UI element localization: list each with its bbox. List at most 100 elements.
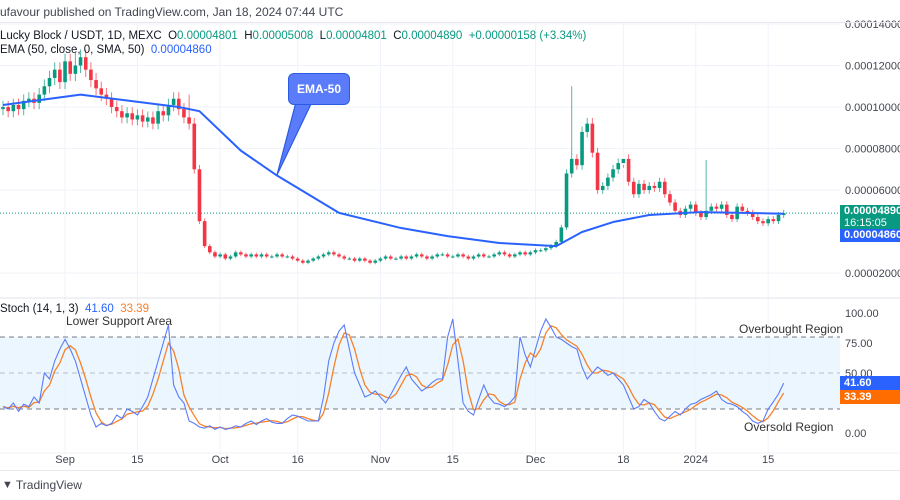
candle: [52, 62, 57, 86]
candle: [42, 79, 47, 102]
candle-body: [776, 214, 781, 222]
candle-body: [688, 204, 693, 209]
candle: [120, 105, 124, 124]
candle-body: [419, 254, 424, 257]
candle: [766, 216, 770, 227]
candle-body: [378, 258, 383, 261]
candle-body: [518, 252, 522, 255]
candle: [482, 252, 486, 259]
candle: [626, 154, 631, 186]
candle-body: [52, 69, 57, 78]
candle-body: [709, 206, 714, 211]
candle-body: [125, 113, 129, 118]
candle: [311, 256, 315, 263]
candle: [316, 254, 321, 261]
candle-body: [719, 204, 724, 209]
candle-body: [166, 104, 171, 116]
candle-body: [699, 212, 703, 218]
candle: [647, 182, 652, 194]
candle: [187, 94, 191, 130]
candle: [445, 252, 450, 259]
candle-body: [580, 131, 584, 166]
open-label: O: [168, 30, 178, 42]
candle-body: [745, 210, 750, 213]
candle: [244, 252, 248, 259]
candle-body: [569, 158, 574, 174]
candle-body: [740, 206, 745, 211]
high-value: 0.00005008: [252, 30, 314, 42]
candle: [761, 218, 765, 227]
stoch-k-badge: 41.60: [840, 376, 900, 390]
candle-body: [456, 254, 460, 257]
candle-body: [435, 254, 440, 257]
candle-body: [430, 256, 434, 259]
candle: [1, 100, 5, 116]
candle: [192, 117, 197, 174]
candle-body: [373, 260, 378, 263]
candle-body: [218, 254, 222, 257]
candle-body: [450, 256, 455, 258]
symbol-title[interactable]: Lucky Block / USDT, 1D, MEXC: [0, 30, 162, 42]
x-tick-label: 18: [617, 454, 629, 466]
candle: [725, 201, 729, 218]
stoch-legend: Stoch (14, 1, 3) 41.60 33.39: [0, 303, 149, 315]
candle: [425, 254, 429, 261]
candle-body: [342, 256, 347, 259]
candle-body: [559, 227, 564, 242]
ema-legend: EMA (50, close, 0, SMA, 50) 0.00004860: [0, 44, 212, 56]
candle-body: [647, 185, 652, 191]
ema-legend-label[interactable]: EMA (50, close, 0, SMA, 50): [0, 44, 145, 56]
candle-body: [326, 252, 331, 255]
candles: [1, 49, 786, 265]
candle-body: [249, 254, 253, 257]
candle-body: [140, 115, 145, 122]
candle-body: [714, 206, 719, 209]
candle: [363, 256, 367, 263]
candle: [373, 259, 378, 265]
candle: [140, 109, 145, 128]
stoch-d-value: 33.39: [120, 303, 149, 315]
candle-body: [388, 256, 393, 259]
x-tick-label: Nov: [371, 454, 391, 466]
candle-body: [1, 107, 5, 110]
candle-body: [176, 98, 181, 110]
candle-body: [311, 258, 315, 261]
candle: [564, 169, 569, 231]
candle: [388, 254, 393, 261]
x-tick-label: 15: [131, 454, 143, 466]
candle: [63, 53, 67, 90]
candle-body: [63, 61, 67, 83]
candle-body: [259, 254, 264, 257]
candle: [688, 201, 693, 212]
candle: [270, 254, 274, 259]
candle: [693, 201, 698, 216]
candle-body: [42, 86, 47, 95]
brand-name: TradingView: [15, 478, 82, 492]
candle-body: [347, 258, 352, 260]
lower-support-label: Lower Support Area: [66, 314, 173, 328]
candle-body: [668, 194, 672, 203]
candle: [47, 70, 52, 94]
candle: [704, 159, 708, 220]
low-value: 0.00004801: [326, 30, 387, 42]
candle: [673, 199, 677, 214]
candle-body: [616, 163, 621, 170]
tradingview-logo[interactable]: ▼ TradingView: [2, 478, 82, 492]
candle: [114, 100, 119, 118]
candle-body: [233, 252, 238, 257]
stoch-legend-label[interactable]: Stoch (14, 1, 3): [0, 303, 79, 315]
candle-body: [78, 57, 83, 66]
stoch-tick-label: 75.00: [845, 338, 873, 350]
candle: [631, 177, 636, 198]
candle: [176, 92, 181, 116]
price-tick-label: 0.00008000: [845, 144, 900, 156]
last-price-badge: 0.00004890 16:15:05: [840, 205, 900, 229]
candle: [466, 254, 471, 261]
header-divider: [0, 22, 900, 23]
publish-info: ufavour published on TradingView.com, Ja…: [0, 5, 344, 19]
candle: [228, 254, 233, 261]
candle: [606, 173, 610, 190]
candle-body: [492, 254, 496, 257]
